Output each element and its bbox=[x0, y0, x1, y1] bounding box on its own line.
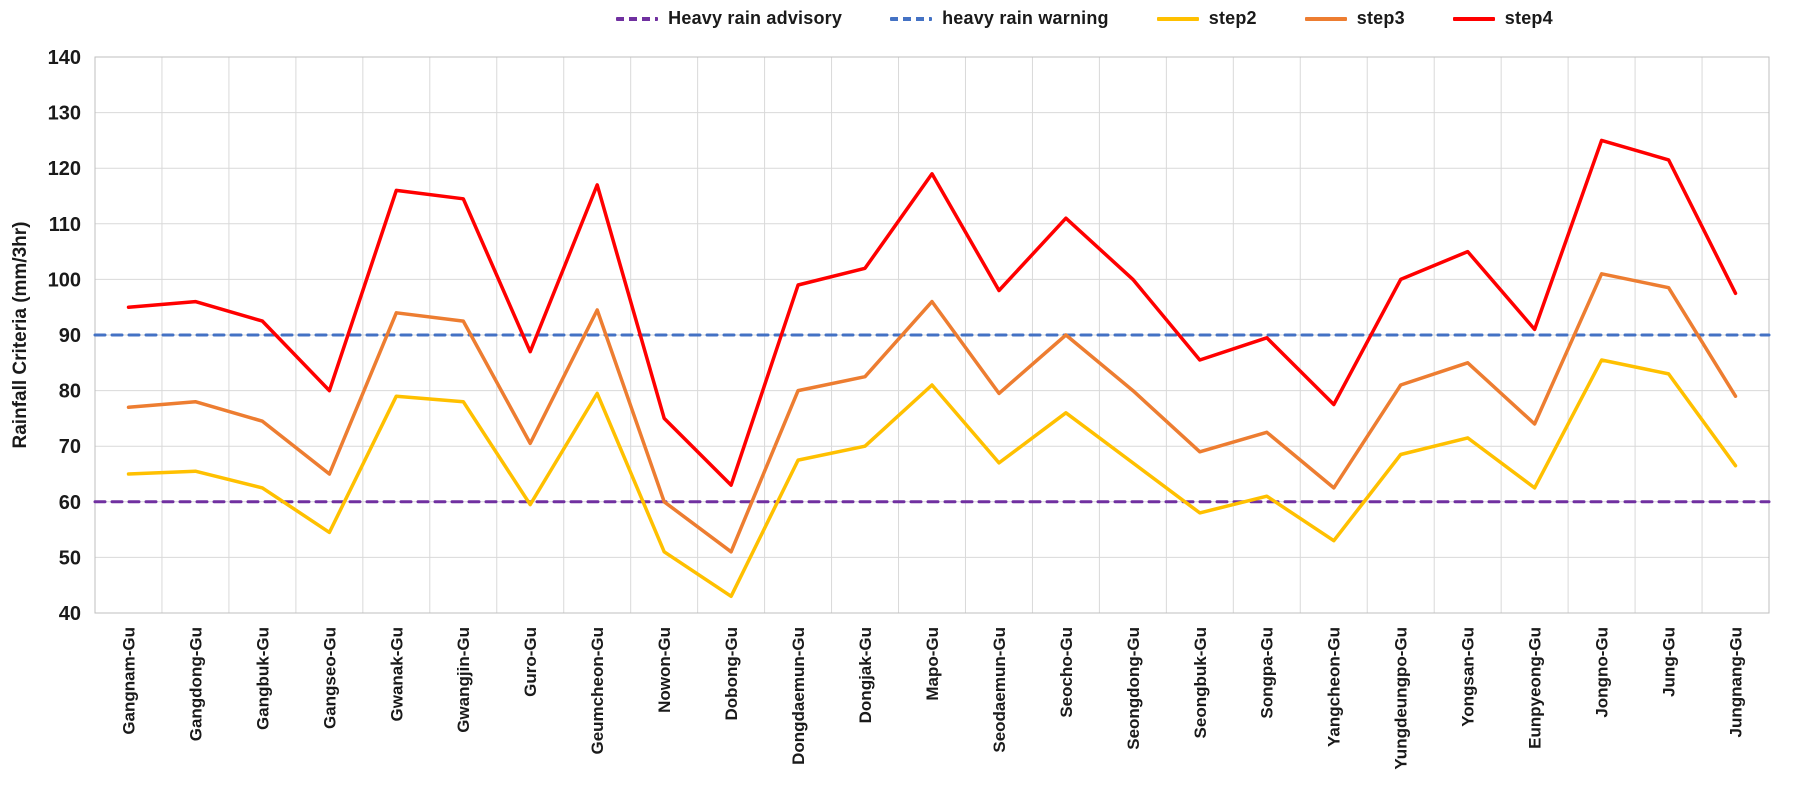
legend-label: step3 bbox=[1356, 8, 1405, 28]
legend-line-swatch bbox=[616, 16, 659, 21]
y-tick-label: 40 bbox=[59, 603, 81, 625]
legend-line-swatch bbox=[1304, 16, 1347, 21]
x-tick-label: Gangbuk-Gu bbox=[253, 627, 272, 730]
x-tick-label: Dongjak-Gu bbox=[856, 627, 875, 723]
y-tick-label: 140 bbox=[48, 47, 81, 69]
series-line-step3 bbox=[126, 272, 1738, 554]
x-tick-label: Gwangjin-Gu bbox=[454, 627, 473, 733]
series-line-step2 bbox=[126, 358, 1738, 599]
y-axis-title: Rainfall Criteria (mm/3hr) bbox=[10, 222, 31, 449]
x-tick-label: Jongno-Gu bbox=[1593, 627, 1612, 718]
x-tick-label: Guro-Gu bbox=[521, 627, 540, 697]
x-tick-label: Yangcheon-Gu bbox=[1325, 627, 1344, 747]
legend-item-step4: step4 bbox=[1452, 8, 1553, 29]
legend-line-swatch bbox=[1452, 16, 1495, 21]
x-tick-label: Gangseo-Gu bbox=[320, 627, 339, 729]
legend-label: step2 bbox=[1208, 8, 1257, 28]
x-tick-label: Yungdeungpo-Gu bbox=[1392, 627, 1411, 770]
series-line-step4 bbox=[126, 138, 1738, 487]
legend-label: heavy rain warning bbox=[942, 8, 1109, 28]
y-tick-label: 50 bbox=[59, 547, 81, 569]
x-tick-label: Dobong-Gu bbox=[722, 627, 741, 720]
legend-item-heavy-rain-warning: heavy rain warning bbox=[890, 8, 1109, 29]
x-tick-label: Gangdong-Gu bbox=[186, 627, 205, 741]
x-tick-label: Nowon-Gu bbox=[655, 627, 674, 713]
x-tick-label: Seongbuk-Gu bbox=[1191, 627, 1210, 738]
legend-item-step2: step2 bbox=[1156, 8, 1257, 29]
y-tick-label: 80 bbox=[59, 381, 81, 403]
y-tick-label: 120 bbox=[48, 158, 81, 180]
legend-line-swatch bbox=[890, 16, 933, 21]
x-tick-label: Gangnam-Gu bbox=[119, 627, 138, 735]
x-tick-label: Seodaemun-Gu bbox=[990, 627, 1009, 753]
y-tick-label: 110 bbox=[49, 214, 81, 236]
legend-label: step4 bbox=[1504, 8, 1553, 28]
y-tick-label: 60 bbox=[59, 492, 81, 514]
legend-line-swatch bbox=[1156, 16, 1199, 21]
y-tick-label: 70 bbox=[59, 436, 81, 458]
x-tick-label: Songpa-Gu bbox=[1258, 627, 1277, 719]
y-tick-label: 130 bbox=[48, 103, 81, 125]
chart-legend: Heavy rain advisory heavy rain warning ste… bbox=[0, 8, 1799, 29]
x-tick-label: Eunpyeong-Gu bbox=[1526, 627, 1545, 749]
x-tick-label: Mapo-Gu bbox=[923, 627, 942, 701]
x-tick-label: Yongsan-Gu bbox=[1459, 627, 1478, 727]
legend-label: Heavy rain advisory bbox=[668, 8, 843, 28]
x-tick-label: Geumcheon-Gu bbox=[588, 627, 607, 755]
x-tick-label: Seongdong-Gu bbox=[1124, 627, 1143, 750]
legend-item-heavy-rain-advisory: Heavy rain advisory bbox=[616, 8, 842, 29]
x-tick-label: Jung-Gu bbox=[1660, 627, 1679, 697]
y-tick-label: 90 bbox=[59, 325, 81, 347]
x-tick-label: Dongdaemun-Gu bbox=[789, 627, 808, 765]
x-tick-label: Jungnang-Gu bbox=[1726, 627, 1745, 737]
legend-item-step3: step3 bbox=[1304, 8, 1405, 29]
y-tick-label: 100 bbox=[48, 269, 81, 291]
x-tick-label: Seocho-Gu bbox=[1057, 627, 1076, 718]
x-tick-label: Gwanak-Gu bbox=[387, 627, 406, 721]
